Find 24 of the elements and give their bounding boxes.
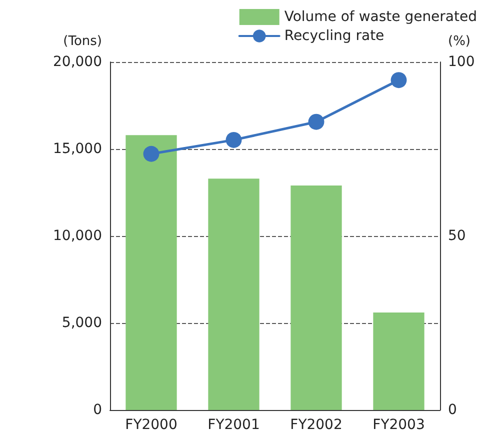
y-tick-label: 0 (93, 402, 102, 418)
bar (208, 178, 260, 410)
y-tick-label: 20,000 (53, 54, 102, 70)
y2-tick-label: 50 (448, 228, 466, 244)
point (143, 146, 160, 162)
point (390, 72, 407, 88)
y2-tick-label: 0 (448, 402, 457, 418)
x-tick-label: FY2002 (290, 417, 342, 433)
x-tick-label: FY2000 (125, 417, 178, 433)
y-axis-title: (Tons) (63, 34, 102, 49)
y2-axis-title: (%) (448, 34, 470, 49)
bar (373, 312, 424, 410)
legend-label: Volume of waste generated (284, 9, 478, 25)
bar (126, 135, 177, 410)
y2-tick-label: 100 (448, 54, 475, 70)
legend-label: Recycling rate (284, 28, 384, 44)
x-tick-label: FY2001 (208, 417, 260, 433)
y-tick-label: 10,000 (53, 228, 102, 244)
point (226, 132, 242, 148)
y-tick-label: 15,000 (53, 141, 102, 157)
x-tick-label: FY2003 (372, 417, 425, 433)
y-tick-label: 5,000 (62, 315, 102, 331)
bar (290, 186, 342, 410)
point (308, 114, 324, 130)
